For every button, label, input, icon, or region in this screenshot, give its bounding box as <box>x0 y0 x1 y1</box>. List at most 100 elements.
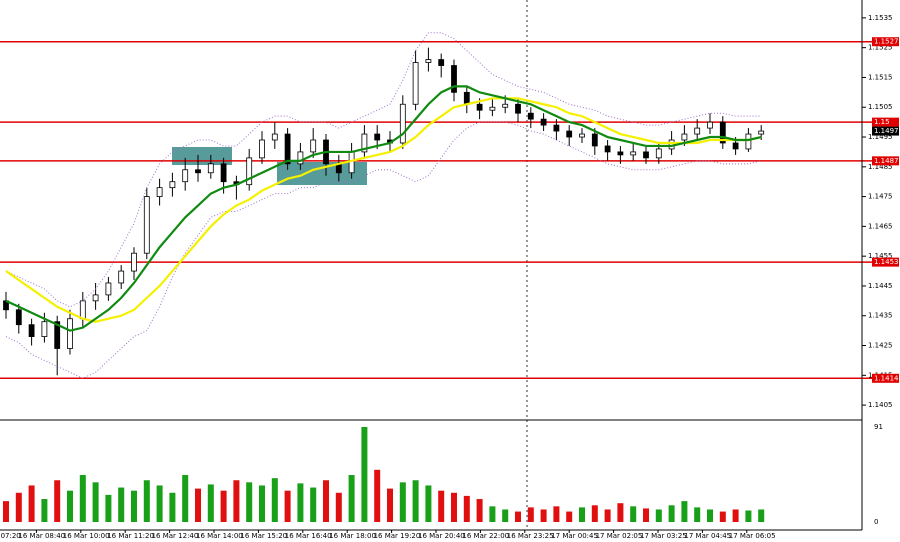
candle-body <box>284 133 291 165</box>
volume-bar <box>207 484 214 522</box>
y-tick-label: 1.1505 <box>868 103 893 111</box>
candle-body <box>643 151 649 159</box>
level-label: 1.1527 <box>874 38 899 46</box>
volume-bar <box>28 485 35 522</box>
indicator-line <box>5 85 762 332</box>
current-price-label: 1.1497 <box>874 127 899 135</box>
x-tick-label: 17 Mar 02:05 <box>596 532 643 540</box>
y-tick-label: 1.1455 <box>868 252 893 260</box>
volume-bar <box>655 509 662 522</box>
candle-body <box>156 187 163 197</box>
level-label-bg <box>872 37 899 47</box>
volume-bar <box>707 509 713 522</box>
candle-body <box>489 106 496 111</box>
candle-body <box>425 59 432 63</box>
candle-body <box>118 270 125 284</box>
volume-bar <box>92 482 99 522</box>
candle-body <box>412 62 419 105</box>
price-plot <box>0 32 872 380</box>
candle-body <box>182 169 189 183</box>
x-tick-label: 16 Mar 19:20 <box>374 532 421 540</box>
candle-body <box>54 321 61 349</box>
y-tick-label: 1.1445 <box>868 282 893 290</box>
candle-body <box>297 151 304 165</box>
y-tick-label: 1.1535 <box>868 14 893 22</box>
candle-body <box>271 133 278 141</box>
volume-bar <box>3 501 9 522</box>
indicator-line <box>5 97 762 323</box>
candle-body <box>502 103 509 108</box>
candle-body <box>694 127 701 135</box>
volume-bar <box>54 480 61 522</box>
x-tick-label: 16 Mar 10:00 <box>63 532 110 540</box>
volume-bar <box>694 507 701 522</box>
volume-bar <box>604 509 611 522</box>
candle-body <box>310 139 317 153</box>
current-price-bg <box>872 126 899 136</box>
signal-zone <box>172 147 232 165</box>
candle-body <box>758 130 765 135</box>
x-tick-label: 16 Mar 07:20 <box>0 532 21 540</box>
candle-body <box>131 252 137 272</box>
y-tick-label: 1.1465 <box>868 222 893 230</box>
volume-bar <box>668 505 675 522</box>
volume-bar <box>463 495 470 522</box>
candle-body <box>745 133 752 150</box>
level-label-bg <box>872 156 899 166</box>
candle-body <box>246 157 253 186</box>
x-tick-label: 17 Mar 06:05 <box>729 532 776 540</box>
volume-bar <box>579 507 585 522</box>
x-tick-label: 16 Mar 23:25 <box>507 532 554 540</box>
candle-body <box>617 151 624 156</box>
candle-body <box>553 124 560 132</box>
volume-bar <box>220 490 227 522</box>
x-tick-label: 16 Mar 18:00 <box>329 532 376 540</box>
level-label-bg <box>872 257 899 267</box>
candle-body <box>15 309 22 326</box>
candle-body <box>476 103 483 111</box>
candle-body <box>681 133 688 141</box>
x-tick-label: 16 Mar 14:00 <box>196 532 243 540</box>
volume-bar <box>79 475 86 522</box>
candle-body <box>515 103 521 114</box>
volume-bar <box>169 492 176 522</box>
level-label-bg <box>872 373 899 383</box>
volume-bar <box>732 509 739 522</box>
candle-body <box>527 112 534 120</box>
volume-bar <box>387 488 393 522</box>
level-label-bg <box>872 117 899 127</box>
candle-body <box>438 59 445 66</box>
volume-bar <box>118 487 125 522</box>
candle-body <box>655 148 662 159</box>
x-tick-label: 16 Mar 22:00 <box>462 532 509 540</box>
volume-bar <box>284 490 291 522</box>
volume-bar <box>105 494 112 522</box>
volume-bar <box>143 480 150 522</box>
volume-bar <box>476 499 483 522</box>
y-tick-label: 1.1425 <box>868 342 893 350</box>
candle-body <box>630 151 637 156</box>
candle-body <box>566 130 573 138</box>
candle-body <box>540 118 547 126</box>
volume-bar <box>297 483 304 522</box>
volume-tick-label: 91 <box>874 423 883 431</box>
volume-bar <box>41 499 48 522</box>
volume-bar <box>758 509 765 522</box>
candle-body <box>719 121 726 144</box>
x-tick-label: 16 Mar 11:20 <box>107 532 154 540</box>
volume-bar <box>156 485 163 522</box>
candle-body <box>207 163 214 174</box>
volume-bar <box>489 506 496 522</box>
volume-bar <box>425 485 432 522</box>
x-tick-label: 17 Mar 03:25 <box>640 532 687 540</box>
candle-body <box>707 121 713 129</box>
signal-zone <box>277 162 367 185</box>
volume-bar <box>15 492 22 522</box>
y-tick-label: 1.1515 <box>868 73 893 81</box>
x-tick-label: 16 Mar 15:20 <box>240 532 287 540</box>
candle-body <box>259 139 265 159</box>
level-label: 1.15 <box>874 118 890 126</box>
y-tick-label: 1.1435 <box>868 312 893 320</box>
